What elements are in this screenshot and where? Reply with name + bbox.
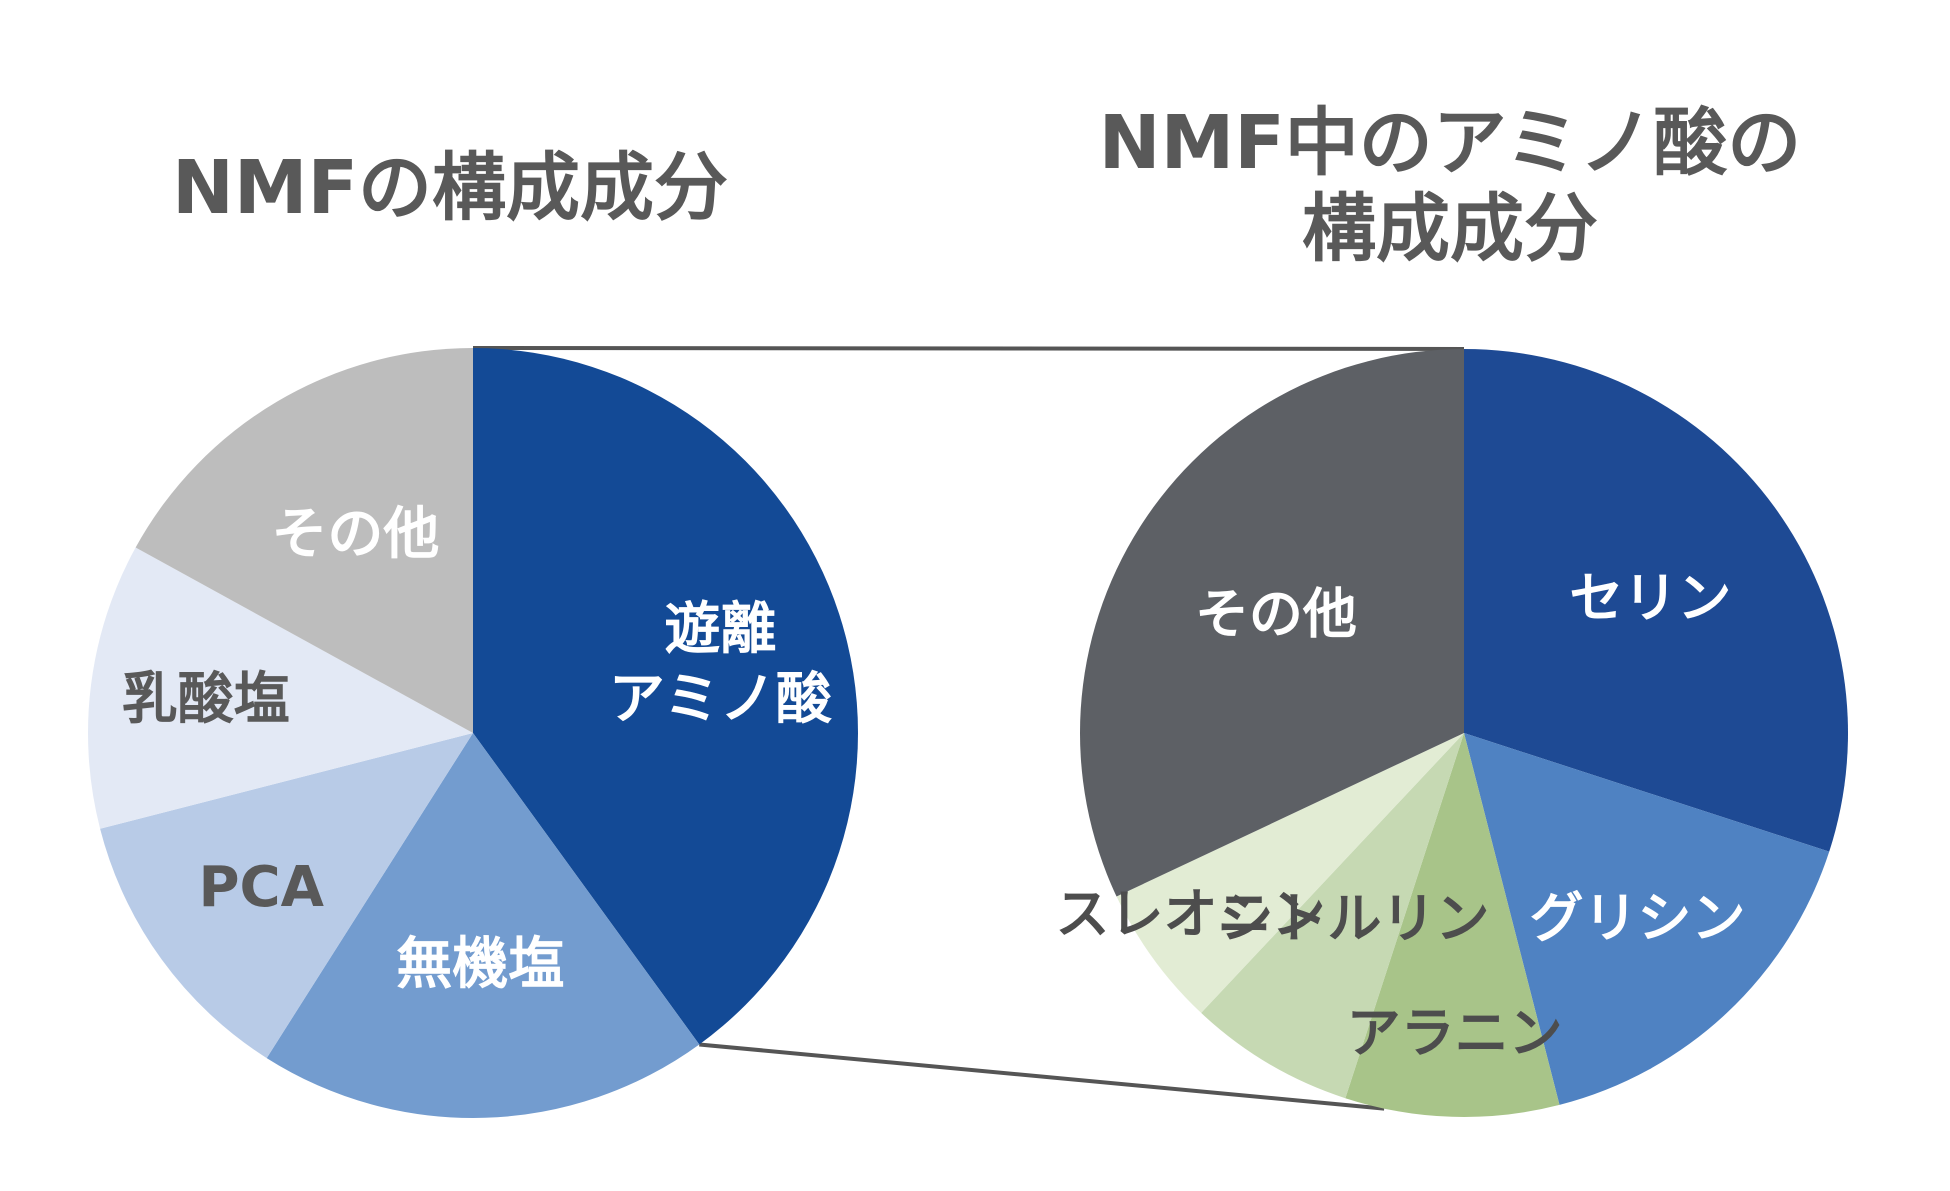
pie-slice	[1464, 349, 1848, 852]
pie-slice	[266, 733, 700, 1118]
slice-label: その他	[271, 502, 439, 567]
pie-slice	[473, 348, 858, 1045]
slice-label: セリン	[1569, 566, 1731, 629]
connector-line-bottom	[699, 1042, 1385, 1111]
slice-label: PCA	[198, 854, 324, 919]
pie-slice	[100, 733, 473, 1059]
slice-label: 無機塩	[396, 931, 564, 996]
slice-label: シトルリン	[1220, 887, 1490, 950]
slice-label: アラニン	[1347, 1001, 1563, 1064]
left-chart-title: NMFの構成成分	[171, 145, 729, 231]
right-chart-title-line-1: NMF中のアミノ酸の	[1098, 100, 1802, 186]
pie-slice	[1080, 349, 1464, 897]
slice-label: グリシン	[1529, 886, 1745, 949]
pie-slice	[1464, 733, 1830, 1105]
pie-slice	[88, 547, 473, 829]
pie-slice	[1201, 733, 1464, 1099]
slice-label: 乳酸塩	[122, 667, 290, 732]
pie-slice	[1345, 733, 1560, 1117]
slice-label: 遊離アミノ酸	[609, 596, 833, 731]
right-chart-title: NMF中のアミノ酸の 構成成分	[1020, 100, 1880, 272]
pie-slice	[1116, 733, 1464, 1013]
slice-label: その他	[1195, 582, 1357, 645]
slice-label: スレオニン	[1055, 882, 1325, 945]
connector-line-top	[472, 346, 1465, 351]
pie-slice	[135, 348, 473, 733]
right-chart-title-line-2: 構成成分	[1302, 186, 1598, 272]
